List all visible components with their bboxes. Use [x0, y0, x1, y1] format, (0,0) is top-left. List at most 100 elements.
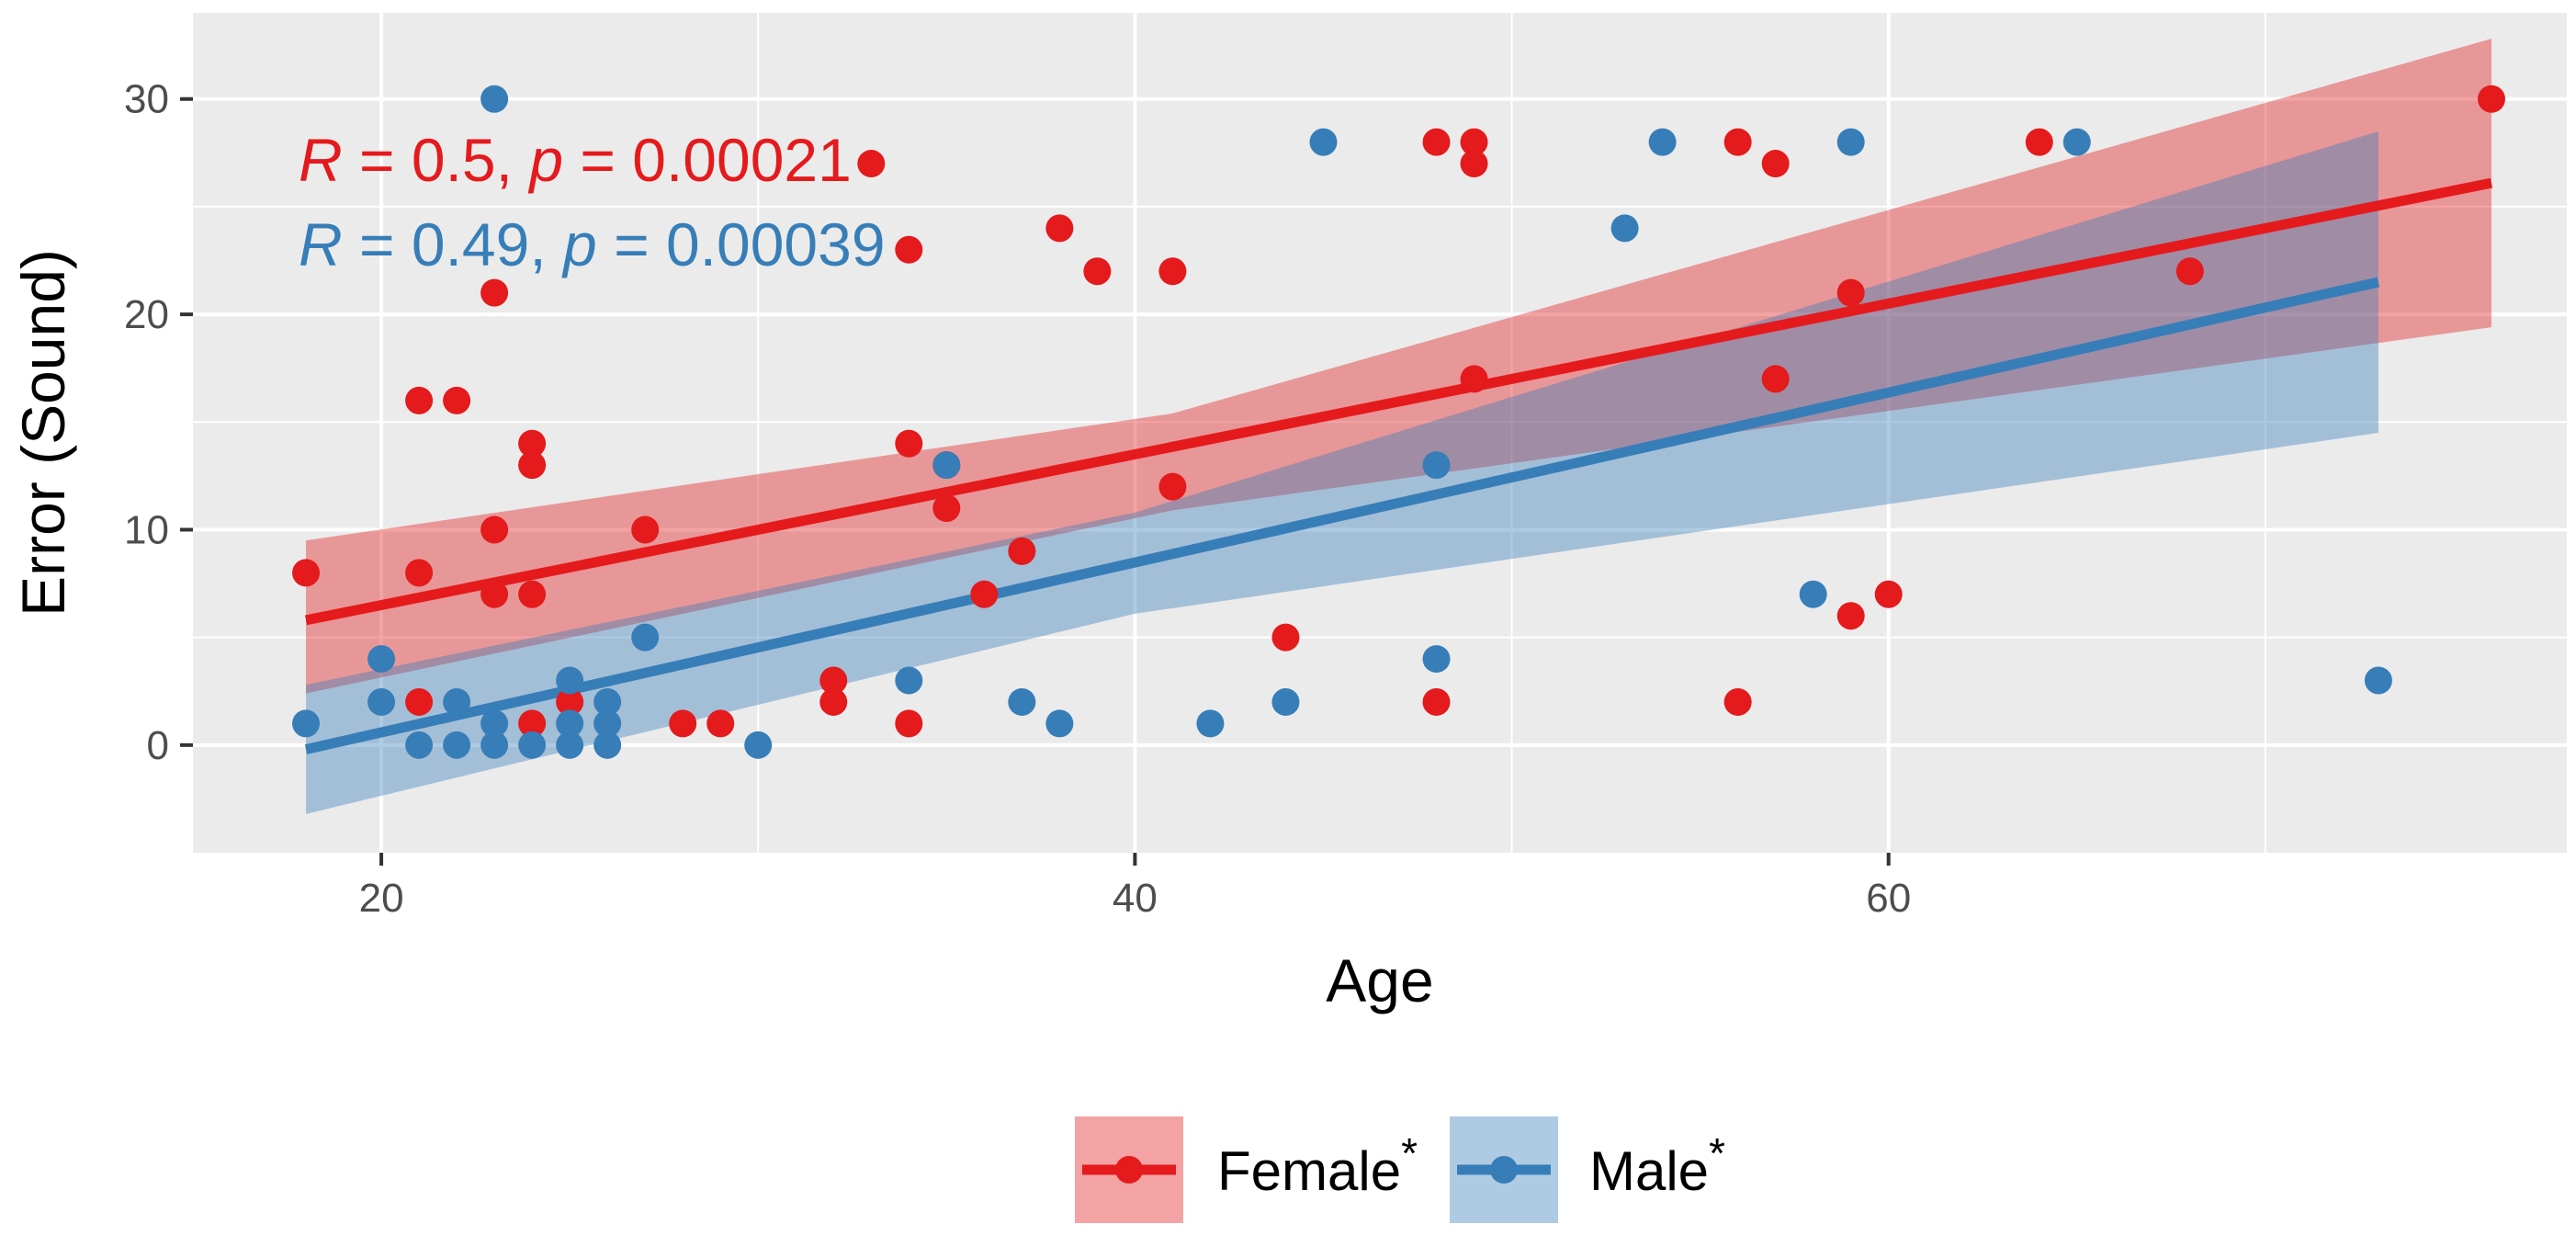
point-male: [518, 731, 547, 759]
point-female: [1422, 128, 1451, 156]
legend-label-mark: *: [1709, 1129, 1725, 1177]
confidence-band-female: [306, 39, 2491, 694]
legend-key-point-male: [1490, 1156, 1518, 1184]
stat-r-symbol: R: [299, 210, 343, 278]
legend-label-female: Female*: [1217, 1129, 1418, 1202]
x-tick-label: 40: [1113, 876, 1158, 921]
point-female: [819, 666, 848, 695]
point-female: [292, 559, 321, 587]
legend-label-text: Female: [1217, 1140, 1401, 1202]
point-female: [1083, 257, 1112, 286]
point-male: [895, 666, 923, 695]
legend-label-male: Male*: [1589, 1129, 1725, 1202]
point-female: [2025, 128, 2053, 156]
point-male: [593, 687, 622, 716]
point-female: [405, 687, 434, 716]
y-axis-title: Error (Sound): [9, 249, 77, 617]
point-female: [1836, 278, 1865, 307]
point-male: [744, 731, 773, 759]
point-female: [895, 709, 923, 738]
x-tick-label: 20: [359, 876, 404, 921]
point-male: [1610, 214, 1639, 243]
panel-background: [193, 13, 2567, 853]
point-female: [443, 386, 471, 414]
point-female: [970, 580, 999, 608]
point-female: [857, 150, 886, 178]
point-male: [480, 709, 509, 738]
point-female: [518, 451, 547, 480]
point-female: [1761, 365, 1790, 393]
point-female: [1460, 128, 1488, 156]
point-female: [1008, 537, 1036, 565]
point-male: [443, 731, 471, 759]
stat-p-symbol: p: [527, 126, 563, 194]
point-male: [405, 731, 434, 759]
point-female: [518, 429, 547, 458]
point-male: [1196, 709, 1225, 738]
point-male: [1045, 709, 1074, 738]
y-tick-label: 30: [124, 77, 169, 122]
point-male: [556, 666, 584, 695]
point-female: [1761, 150, 1790, 178]
point-male: [1422, 645, 1451, 674]
point-male: [593, 731, 622, 759]
fit-line-male: [304, 277, 2380, 754]
point-male: [480, 85, 509, 113]
point-female: [1460, 150, 1488, 178]
data-points: [292, 85, 2505, 759]
point-female: [2477, 85, 2505, 113]
point-male: [1648, 128, 1677, 156]
y-tick-label: 20: [124, 292, 169, 337]
axes: 20 40 60 0 10 20 30: [124, 77, 1911, 921]
point-female: [518, 709, 547, 738]
fit-line-female: [304, 177, 2493, 626]
x-axis-title: Age: [1326, 946, 1433, 1014]
point-male: [1008, 687, 1036, 716]
point-male: [593, 709, 622, 738]
point-male: [367, 687, 396, 716]
point-female: [1874, 580, 1903, 608]
point-female: [1422, 687, 1451, 716]
point-male: [1271, 687, 1300, 716]
point-male: [1836, 128, 1865, 156]
point-male: [1422, 451, 1451, 480]
stat-label-female: R = 0.5, p = 0.00021: [299, 126, 852, 194]
point-male: [1309, 128, 1338, 156]
point-female: [932, 494, 961, 523]
point-female: [706, 709, 735, 738]
stat-r-value: = 0.5,: [343, 126, 530, 194]
legend-label-mark: *: [1401, 1129, 1418, 1177]
point-female: [518, 580, 547, 608]
point-male: [443, 687, 471, 716]
stat-r-value: = 0.49,: [343, 210, 563, 278]
point-female: [556, 687, 584, 716]
point-male: [2364, 666, 2392, 695]
point-male: [367, 645, 396, 674]
grid-minor: [193, 13, 2567, 853]
stat-r-symbol: R: [299, 126, 343, 194]
point-female: [480, 278, 509, 307]
point-male: [631, 623, 660, 651]
point-female: [1723, 687, 1752, 716]
stat-label-male: R = 0.49, p = 0.00039: [299, 210, 886, 278]
point-female: [1158, 472, 1187, 501]
point-male: [932, 451, 961, 480]
stat-p-value: = 0.00039: [597, 210, 886, 278]
stat-p-value: = 0.00021: [563, 126, 852, 194]
point-male: [556, 709, 584, 738]
legend-label-text: Male: [1589, 1140, 1709, 1202]
point-female: [405, 386, 434, 414]
point-female: [1271, 623, 1300, 651]
y-tick-label: 0: [147, 723, 169, 768]
legend-key-point-female: [1115, 1156, 1143, 1184]
point-female: [480, 580, 509, 608]
point-male: [292, 709, 321, 738]
y-tick-label: 10: [124, 507, 169, 552]
point-male: [556, 731, 584, 759]
point-female: [631, 516, 660, 544]
point-female: [669, 709, 697, 738]
legend: Female* Male*: [1075, 1116, 1725, 1223]
point-female: [405, 559, 434, 587]
